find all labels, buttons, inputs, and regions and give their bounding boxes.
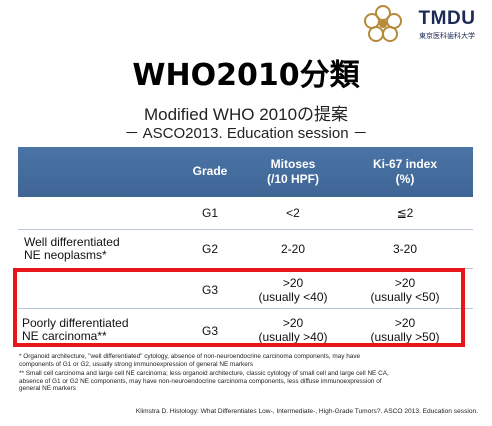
row2-ki67: 3-20 [392, 242, 418, 256]
footnote-1-line2: components of G1 or G2, usually strong i… [19, 360, 254, 368]
slide-session: － ASCO2013. Education session － [124, 125, 368, 142]
row3-mitoses-value: >20 [282, 276, 304, 290]
row4-label-line2: NE carcinoma** [22, 329, 107, 343]
brand-subtitle: 東京医科歯科大学 [419, 33, 475, 40]
row4-ki67: >20 (usually >50) [355, 316, 455, 344]
header-ki67-unit: (%) [395, 172, 415, 186]
row4-mitoses-note: (usually >40) [258, 330, 328, 344]
footnote-1: * Organoid architecture, "well different… [19, 353, 474, 368]
row1-ki67: ≦2 [396, 206, 414, 220]
footnote-2-line1: ** Small cell carcinoma and large cell N… [19, 370, 389, 377]
g3-highlight-box [13, 268, 465, 347]
row-divider [18, 308, 473, 309]
slide-subtitle: Modified WHO 2010の提案 [143, 105, 349, 124]
row3-ki67: >20 (usually <50) [355, 276, 455, 304]
row3-mitoses: >20 (usually <40) [248, 276, 338, 304]
row3-grade: G3 [201, 283, 218, 297]
row3-mitoses-note: (usually <40) [258, 290, 328, 304]
row-label-well-differentiated: Well differentiated NE neoplasms* [24, 236, 120, 262]
footnote-2: ** Small cell carcinoma and large cell N… [19, 370, 474, 393]
header-mitoses: Mitoses (/10 HPF) [248, 157, 338, 187]
header-mitoses-unit: (/10 HPF) [266, 172, 319, 186]
row4-mitoses-value: >20 [282, 316, 304, 330]
row3-ki67-value: >20 [394, 276, 416, 290]
row3-ki67-note: (usually <50) [370, 290, 440, 304]
row4-label-line1: Poorly differentiated [22, 316, 129, 330]
citation: Klimstra D. Histology: What Differentiat… [135, 408, 478, 415]
footnote-2-line3: general NE markers [19, 385, 76, 393]
header-grade: Grade [192, 164, 228, 178]
row2-mitoses: 2-20 [280, 242, 306, 256]
row1-grade: G1 [201, 206, 218, 220]
row4-ki67-value: >20 [394, 316, 416, 330]
table-header [18, 147, 473, 197]
row2-label-line1: Well differentiated [24, 235, 120, 249]
row2-grade: G2 [201, 242, 218, 256]
footnote-1-line1: * Organoid architecture, "well different… [19, 353, 361, 360]
row4-grade: G3 [201, 324, 218, 338]
row2-label-line2: NE neoplasms* [24, 248, 107, 262]
header-mitoses-title: Mitoses [270, 157, 316, 171]
footnote-2-line2: absence of G1 or G2 NE components, may h… [19, 377, 382, 385]
row1-mitoses: <2 [286, 206, 300, 220]
row-divider [18, 229, 473, 230]
row4-mitoses: >20 (usually >40) [248, 316, 338, 344]
brand-name: TMDU [418, 8, 476, 29]
row-label-poorly-differentiated: Poorly differentiated NE carcinoma** [22, 317, 129, 343]
brand: TMDU 東京医科歯科大学 [406, 8, 488, 41]
header-ki67: Ki-67 index (%) [355, 157, 455, 187]
row4-ki67-note: (usually >50) [370, 330, 440, 344]
slide-title: WHO2010分類 [132, 58, 360, 93]
university-logo [364, 5, 402, 42]
header-ki67-title: Ki-67 index [372, 157, 438, 171]
